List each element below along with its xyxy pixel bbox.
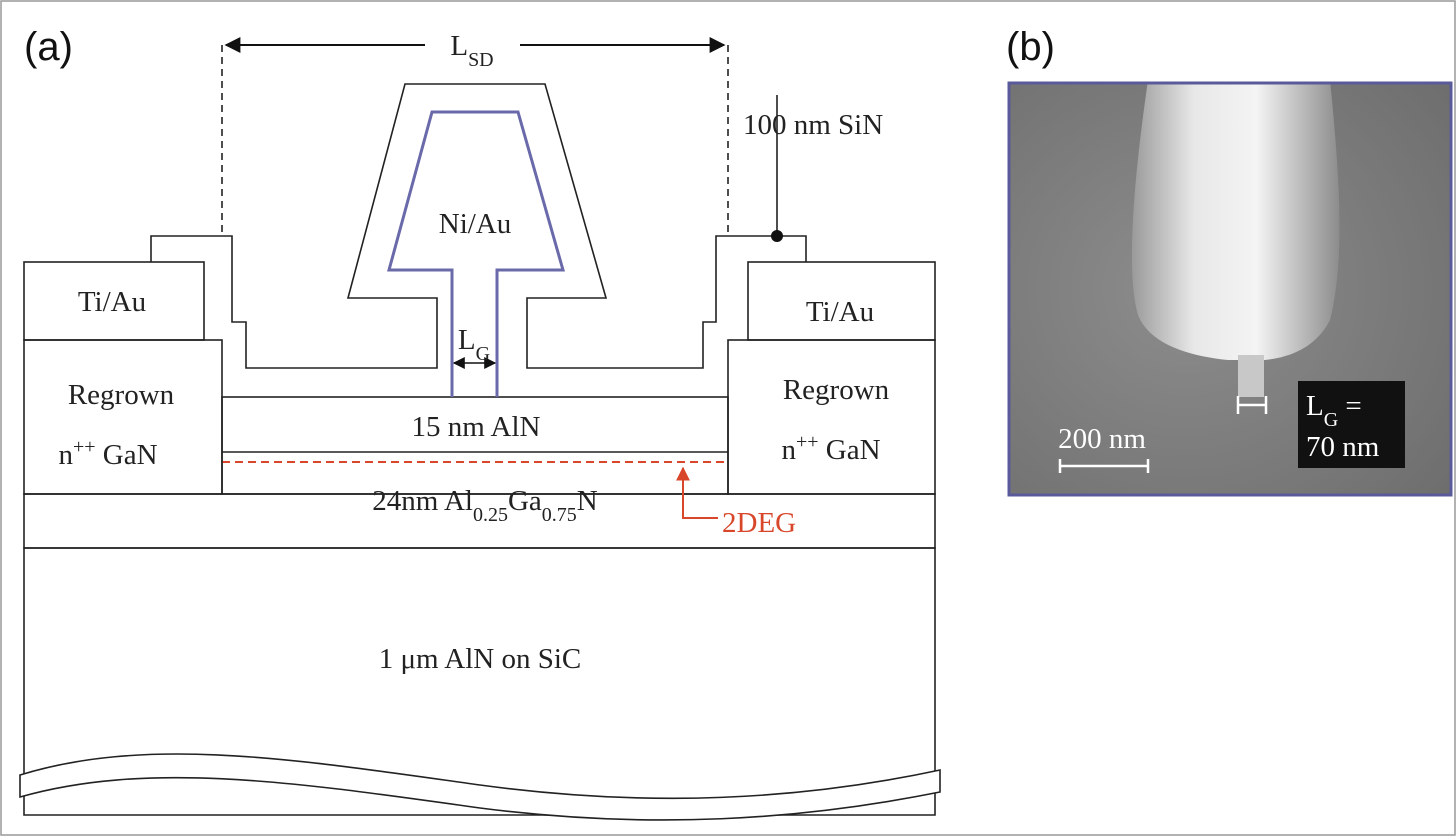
- text: =: [1338, 390, 1362, 422]
- subscript: 0.75: [542, 504, 577, 526]
- panel-b: (b) 200 nm LG = 70 nm: [1006, 25, 1451, 495]
- 2deg-label: 2DEG: [722, 507, 796, 539]
- barrier-label: 15 nm AlN: [412, 411, 541, 443]
- text: n: [781, 434, 796, 466]
- superscript: ++: [73, 436, 96, 458]
- contact-label: Ti/Au: [78, 286, 146, 318]
- 2deg-arrow: [683, 468, 718, 518]
- subscript: G: [476, 343, 490, 365]
- subscript: 0.25: [473, 504, 508, 526]
- contact-label: Ti/Au: [806, 296, 874, 328]
- break-line: [20, 754, 940, 820]
- regrown-label: Regrown: [68, 379, 175, 411]
- text: n: [58, 439, 73, 471]
- text: L: [458, 324, 476, 356]
- subscript: SD: [468, 49, 494, 71]
- superscript: ++: [796, 431, 819, 453]
- text: GaN: [96, 439, 158, 471]
- channel-label: 24nm Al0.25Ga0.75N: [372, 485, 598, 526]
- regrown-right: [728, 340, 935, 494]
- regrown-label: Regrown: [783, 374, 890, 406]
- subscript: G: [1324, 409, 1338, 431]
- sin-dot: [771, 230, 783, 242]
- sem-stem: [1238, 355, 1264, 397]
- regrown-label: n++ GaN: [781, 431, 880, 466]
- scale-label: 200 nm: [1058, 423, 1146, 455]
- text: Ga: [508, 485, 542, 517]
- lsd-label: LSD: [450, 30, 493, 71]
- gate-length-value: 70 nm: [1306, 431, 1380, 463]
- text: GaN: [819, 434, 881, 466]
- substrate-label: 1 μm AlN on SiC: [379, 643, 581, 675]
- sem-gate: [1132, 80, 1340, 360]
- regrown-label: n++ GaN: [58, 436, 157, 471]
- text: N: [577, 485, 598, 517]
- panel-a: (a) LSD 100 nm SiN Ni/Au LG Ti/Au Ti/Au …: [20, 25, 940, 820]
- text: L: [450, 30, 468, 62]
- gate-label: Ni/Au: [439, 208, 512, 240]
- panel-label: (b): [1006, 25, 1055, 69]
- text: 24nm Al: [372, 485, 473, 517]
- panel-label: (a): [24, 25, 73, 69]
- figure: (a) LSD 100 nm SiN Ni/Au LG Ti/Au Ti/Au …: [0, 0, 1456, 836]
- lg-label: LG: [458, 324, 490, 365]
- sin-label: 100 nm SiN: [743, 109, 883, 141]
- text: L: [1306, 390, 1324, 422]
